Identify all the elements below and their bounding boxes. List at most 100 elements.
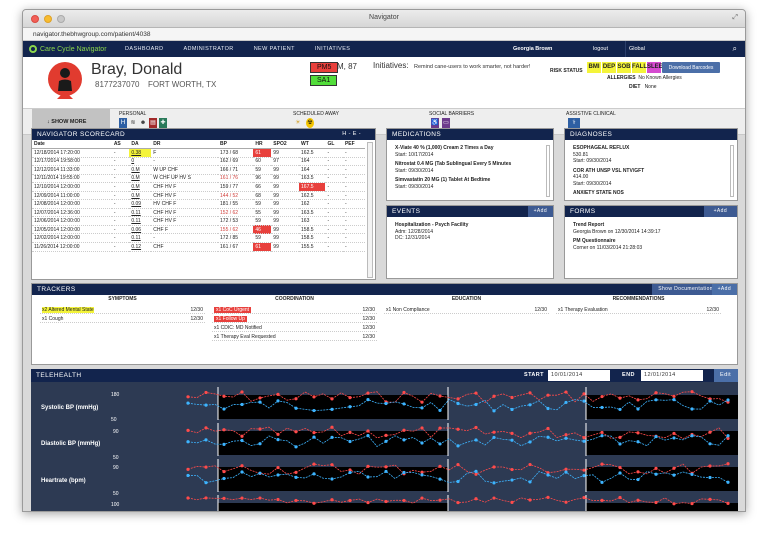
- telehealth-point[interactable]: [474, 425, 478, 430]
- list-item[interactable]: Simvastatin 20 MG (1) Tablet At Bedtime S…: [395, 177, 553, 190]
- telehealth-point[interactable]: [402, 470, 406, 475]
- telehealth-point[interactable]: [312, 462, 316, 466]
- list-item[interactable]: COR ATH UNSP VSL NTV/GFT 414.00 Start: 09/…: [573, 168, 737, 188]
- telehealth-point[interactable]: [240, 438, 244, 443]
- telehealth-point[interactable]: [204, 403, 208, 407]
- scorecard-row[interactable]: 12/05/2014 12:00:00-0.06 CHF F 155 / 62 46 9…: [32, 225, 365, 235]
- telehealth-point[interactable]: [258, 400, 262, 404]
- scorecard-row[interactable]: 11/26/2014 12:00:00-0.12 CHF 161 / 67 61 99 1…: [32, 242, 365, 252]
- telehealth-point[interactable]: [330, 463, 334, 467]
- telehealth-point[interactable]: [456, 500, 460, 505]
- walker-icon[interactable]: ⚕: [568, 118, 580, 128]
- risk-badge[interactable]: SOB: [617, 62, 631, 73]
- telehealth-point[interactable]: [708, 497, 712, 501]
- telehealth-point[interactable]: [186, 395, 190, 399]
- telehealth-point[interactable]: [240, 434, 244, 438]
- telehealth-point[interactable]: [618, 396, 622, 400]
- telehealth-point[interactable]: [312, 395, 316, 399]
- tracker-item[interactable]: x1 Non Compliance 12/30: [384, 306, 549, 314]
- telehealth-point[interactable]: [438, 426, 442, 430]
- telehealth-edit-button[interactable]: Edit: [714, 369, 738, 382]
- telehealth-point[interactable]: [618, 471, 622, 475]
- telehealth-point[interactable]: [384, 469, 388, 474]
- telehealth-point[interactable]: [384, 401, 388, 406]
- risk-badge[interactable]: SLEEP: [647, 62, 667, 73]
- telehealth-point[interactable]: [294, 445, 298, 449]
- scorecard-row[interactable]: 12/09/2014 11:00:00-0.M CHF HV F 144 / 52 6…: [32, 191, 365, 201]
- nav-initiatives[interactable]: INITIATIVES: [314, 46, 351, 52]
- telehealth-point[interactable]: [492, 430, 496, 434]
- telehealth-point[interactable]: [708, 442, 712, 446]
- telehealth-point[interactable]: [564, 470, 568, 474]
- scorecard-col-header[interactable]: PEF: [342, 140, 365, 149]
- telehealth-point[interactable]: [690, 407, 694, 411]
- scorecard-row[interactable]: 12/08/2014 12:00:00-0.09 HV CHF F 181 / 55…: [32, 199, 365, 209]
- telehealth-point[interactable]: [492, 409, 496, 413]
- telehealth-point[interactable]: [492, 435, 496, 440]
- zoom-window-button[interactable]: [57, 15, 65, 23]
- telehealth-point[interactable]: [474, 391, 478, 395]
- telehealth-point[interactable]: [384, 439, 388, 443]
- telehealth-point[interactable]: [186, 473, 190, 478]
- telehealth-point[interactable]: [564, 390, 568, 394]
- telehealth-point[interactable]: [366, 391, 370, 395]
- telehealth-point[interactable]: [456, 444, 460, 448]
- telehealth-point[interactable]: [348, 405, 352, 409]
- telehealth-point[interactable]: [420, 470, 424, 474]
- telehealth-point[interactable]: [348, 498, 352, 503]
- telehealth-point[interactable]: [312, 501, 316, 505]
- telehealth-point[interactable]: [474, 402, 478, 407]
- telehealth-point[interactable]: [600, 498, 604, 502]
- telehealth-point[interactable]: [726, 434, 730, 438]
- list-item[interactable]: ESOPHAGEAL REFLUX 530.81 Start: 09/30/2014: [573, 145, 737, 165]
- telehealth-point[interactable]: [582, 439, 586, 443]
- scorecard-row[interactable]: 12/17/2014 19:58:00-0-162 / 69 60 97 164- -: [32, 157, 365, 167]
- telehealth-point[interactable]: [510, 395, 514, 400]
- pharmacy-icon[interactable]: ✚: [159, 118, 167, 128]
- telehealth-point[interactable]: [492, 496, 496, 500]
- telehealth-point[interactable]: [330, 397, 334, 401]
- telehealth-point[interactable]: [276, 465, 280, 470]
- telehealth-point[interactable]: [564, 467, 568, 471]
- hospital-bed-icon[interactable]: ▤: [149, 118, 157, 128]
- telehealth-point[interactable]: [312, 408, 316, 413]
- risk-badge[interactable]: FALL: [632, 62, 647, 73]
- telehealth-point[interactable]: [258, 496, 262, 500]
- telehealth-point[interactable]: [582, 435, 586, 440]
- scorecard-col-header[interactable]: SPO2: [271, 140, 300, 149]
- telehealth-point[interactable]: [348, 430, 352, 434]
- telehealth-point[interactable]: [600, 480, 604, 484]
- scorecard-col-header[interactable]: AS: [111, 140, 130, 149]
- telehealth-point[interactable]: [258, 471, 262, 475]
- telehealth-point[interactable]: [222, 469, 226, 474]
- telehealth-point[interactable]: [240, 402, 244, 407]
- telehealth-point[interactable]: [456, 401, 460, 406]
- telehealth-point[interactable]: [222, 407, 226, 411]
- telehealth-point[interactable]: [546, 406, 550, 411]
- telehealth-point[interactable]: [456, 463, 460, 467]
- telehealth-point[interactable]: [672, 436, 676, 440]
- telehealth-point[interactable]: [294, 406, 298, 410]
- telehealth-point[interactable]: [312, 431, 316, 435]
- telehealth-point[interactable]: [654, 398, 658, 402]
- tracker-item[interactable]: x1 CoC Urgent 12/30: [212, 306, 377, 314]
- telehealth-point[interactable]: [726, 480, 730, 484]
- telehealth-point[interactable]: [726, 398, 730, 402]
- tracker-item[interactable]: x2 Altered Mental State 12/30: [40, 306, 205, 314]
- scorecard-row[interactable]: 12/11/2014 19:55:00-0.M W CHF UP HV S 161 …: [32, 174, 365, 184]
- nav-dashboard[interactable]: DASHBOARD: [125, 46, 164, 52]
- telehealth-point[interactable]: [510, 438, 514, 442]
- telehealth-point[interactable]: [672, 502, 676, 506]
- telehealth-point[interactable]: [384, 499, 388, 504]
- telehealth-point[interactable]: [312, 435, 316, 439]
- telehealth-point[interactable]: [708, 399, 712, 403]
- telehealth-point[interactable]: [258, 396, 262, 400]
- telehealth-point[interactable]: [564, 400, 568, 405]
- telehealth-point[interactable]: [330, 435, 334, 439]
- telehealth-point[interactable]: [618, 495, 622, 500]
- scorecard-col-header[interactable]: BP: [218, 140, 254, 149]
- telehealth-point[interactable]: [528, 498, 532, 502]
- telehealth-point[interactable]: [222, 394, 226, 398]
- telehealth-point[interactable]: [366, 500, 370, 505]
- telehealth-point[interactable]: [420, 473, 424, 477]
